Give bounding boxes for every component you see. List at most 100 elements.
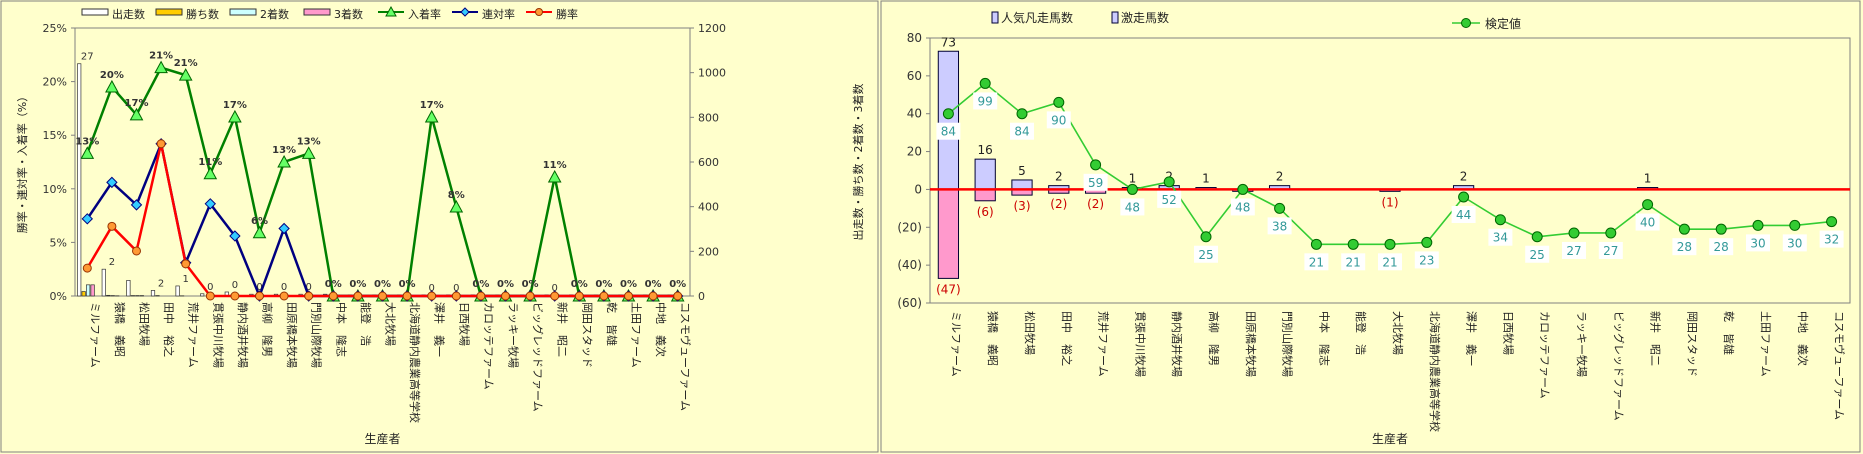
place-rate-label: 17% xyxy=(420,100,444,111)
index-point xyxy=(1090,159,1102,171)
legend-swatch xyxy=(991,11,999,24)
quinella-rate-point xyxy=(106,176,118,189)
index-point xyxy=(1310,238,1322,250)
index-label-box xyxy=(1230,198,1255,216)
producer-label: 松田牧場 xyxy=(1023,311,1037,355)
producer-label: 岡田スタッド xyxy=(580,302,593,368)
legend-marker xyxy=(385,5,397,17)
starts-bar xyxy=(126,280,131,297)
producer-label: 大北牧場 xyxy=(1391,311,1405,355)
win-rate-point xyxy=(328,291,338,301)
quinella-rate-point xyxy=(81,213,94,225)
place-rate-point xyxy=(449,199,464,213)
producer-label: 高柳 隆男 xyxy=(261,302,275,357)
index-label: 27 xyxy=(1603,244,1618,258)
producer-label: 乾 皆雄 xyxy=(1722,311,1736,355)
index-label-box xyxy=(1010,122,1034,140)
count-label: 0 xyxy=(207,282,213,293)
wins-bar xyxy=(81,291,86,297)
y-tick-label: 60 xyxy=(907,69,922,83)
place-rate-label: 0% xyxy=(595,279,612,290)
win-rate-point xyxy=(673,291,683,301)
longshot-label: (1) xyxy=(1382,195,1399,209)
win-rate-point xyxy=(378,291,387,301)
index-point xyxy=(1531,231,1543,243)
index-label-box xyxy=(1120,198,1145,216)
place-rate-label: 11% xyxy=(543,160,567,171)
index-point xyxy=(979,77,991,89)
index-label: 59 xyxy=(1088,176,1103,190)
place-rate-label: 21% xyxy=(174,58,198,69)
producer-label: 新井 昭二 xyxy=(1649,311,1663,366)
win-rate-point xyxy=(205,291,215,301)
win-rate-point xyxy=(353,291,363,301)
producer-index-chart: (60) (40) (20) 0 20 40 60 80 73 (47) 16 (6) 5 (3) 2 (2)… xyxy=(880,0,1861,453)
place-rate-point xyxy=(178,68,193,81)
win-rate-point xyxy=(181,259,191,269)
index-label-box xyxy=(1451,206,1476,223)
index-point xyxy=(1789,219,1801,231)
producer-label: 静内酒井牧場 xyxy=(236,302,250,368)
index-point xyxy=(1274,202,1286,214)
favorite-flop-bar xyxy=(1011,179,1033,190)
win-rate-point xyxy=(550,291,560,301)
index-label: 48 xyxy=(1235,200,1250,214)
index-label: 25 xyxy=(1530,248,1545,262)
producer-label: 高柳 隆男 xyxy=(1207,311,1221,366)
producer-label: 荒井ファーム xyxy=(187,302,201,368)
longshot-label: (47) xyxy=(936,282,961,296)
starts-bar xyxy=(101,268,106,297)
legend-swatch xyxy=(155,8,183,16)
index-point xyxy=(1826,216,1838,228)
place-rate-label: 8% xyxy=(448,190,465,201)
index-label-box xyxy=(1341,253,1366,271)
third-place-bar xyxy=(90,284,95,297)
index-label: 23 xyxy=(1419,253,1434,267)
producer-label: 土田ファーム xyxy=(630,302,643,368)
index-point xyxy=(942,108,954,120)
favorite-flop-label: 2 xyxy=(1460,170,1468,184)
index-label-box xyxy=(1378,253,1402,271)
producer-label: ビッグレッドファーム xyxy=(1612,311,1626,421)
favorite-flop-bar xyxy=(974,158,996,190)
count-label: 0 xyxy=(256,282,262,293)
longshot-label: (2) xyxy=(1050,197,1067,211)
legend-label: 勝ち数 xyxy=(186,7,219,21)
right-tick-label: 200 xyxy=(698,245,719,258)
producer-label: 日西牧場 xyxy=(1501,311,1515,355)
right-tick-label: 1200 xyxy=(698,22,726,35)
left-tick-label: 20% xyxy=(43,76,67,89)
legend-label: 入着率 xyxy=(408,7,441,21)
index-point xyxy=(1016,108,1028,120)
place-rate-point xyxy=(80,146,95,159)
place-rate-point xyxy=(301,146,316,159)
legend-label: 人気凡走馬数 xyxy=(1001,10,1073,25)
index-point xyxy=(1605,227,1617,239)
index-label-box xyxy=(1525,245,1550,263)
win-rate-point xyxy=(402,291,412,301)
index-point xyxy=(1752,219,1764,231)
win-rate-point xyxy=(574,291,584,301)
starts-bar xyxy=(77,63,82,297)
legend-marker xyxy=(535,8,543,16)
index-point xyxy=(1126,183,1138,195)
win-rate-point xyxy=(525,291,535,301)
producer-label: 澤井 義一 xyxy=(1465,311,1479,366)
quinella-rate-point xyxy=(278,222,290,235)
count-label: 0 xyxy=(552,283,558,294)
index-label: 90 xyxy=(1051,113,1066,127)
index-label: 27 xyxy=(1566,244,1581,258)
producer-label: 貫張中川牧場 xyxy=(1133,311,1147,377)
index-point xyxy=(1642,199,1654,211)
index-label: 38 xyxy=(1272,219,1287,233)
win-rate-point xyxy=(476,291,486,301)
y-tick-label: (20) xyxy=(897,220,922,234)
place-rate-label: 0% xyxy=(497,279,514,290)
producer-label: 猿橋 義昭 xyxy=(986,311,1000,366)
place-rate-point xyxy=(203,166,218,180)
index-point xyxy=(1458,191,1470,203)
legend-swatch xyxy=(1111,11,1119,24)
legend-swatch xyxy=(303,8,331,16)
longshot-label: (3) xyxy=(1014,199,1031,213)
